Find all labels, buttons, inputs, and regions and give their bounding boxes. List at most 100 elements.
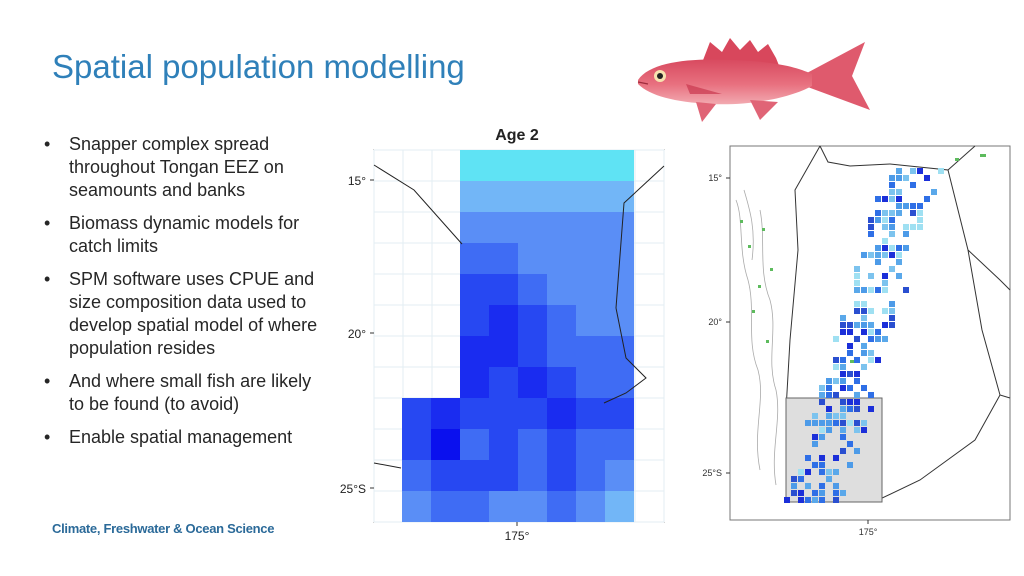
- catch-cell: [868, 308, 874, 314]
- catch-cell: [819, 399, 825, 405]
- catch-cell: [833, 420, 839, 426]
- catch-cell: [896, 210, 902, 216]
- catch-cell: [854, 427, 860, 433]
- catch-cell: [812, 497, 818, 503]
- slide-title: Spatial population modelling: [52, 48, 465, 85]
- catch-cell: [896, 168, 902, 174]
- catch-cell: [889, 175, 895, 181]
- catch-cell: [875, 287, 881, 293]
- y-tick-label: 15°: [708, 173, 722, 183]
- catch-cell: [868, 287, 874, 293]
- grid-cell: [460, 336, 489, 367]
- catch-cell: [791, 483, 797, 489]
- catch-cell: [819, 462, 825, 468]
- grid-cell: [402, 491, 431, 522]
- catch-cell: [861, 287, 867, 293]
- catch-cells: [784, 168, 944, 503]
- catch-cell: [826, 427, 832, 433]
- grid-cell: [518, 398, 547, 429]
- grid-cell: [460, 181, 489, 212]
- catch-cell: [833, 490, 839, 496]
- catch-cell: [910, 224, 916, 230]
- catch-cell: [875, 259, 881, 265]
- catch-cell: [826, 469, 832, 475]
- grid-cell: [489, 367, 518, 398]
- catch-cell: [819, 483, 825, 489]
- catch-cell: [896, 252, 902, 258]
- y-tick-label: 25°S: [340, 482, 366, 496]
- bullet-list: Snapper complex spread throughout Tongan…: [44, 133, 319, 459]
- grid-cell: [518, 367, 547, 398]
- catch-cell: [938, 168, 944, 174]
- catch-cell: [819, 427, 825, 433]
- catch-cell: [847, 322, 853, 328]
- catch-cell: [868, 322, 874, 328]
- grid-cell: [431, 429, 460, 460]
- grid-cell: [605, 150, 634, 181]
- catch-cell: [819, 420, 825, 426]
- catch-cell: [903, 245, 909, 251]
- catch-cell: [854, 406, 860, 412]
- y-tick-label: 20°: [348, 327, 366, 341]
- catch-cell: [889, 245, 895, 251]
- grid-cell: [605, 181, 634, 212]
- catch-cell: [861, 315, 867, 321]
- catch-cell: [840, 427, 846, 433]
- catch-cell: [868, 392, 874, 398]
- catch-cell: [868, 273, 874, 279]
- catch-cell: [889, 182, 895, 188]
- grid-cell: [547, 305, 576, 336]
- catch-cell: [861, 364, 867, 370]
- catch-cell: [868, 224, 874, 230]
- catch-cell: [854, 301, 860, 307]
- catch-cell: [917, 168, 923, 174]
- catch-cell: [805, 483, 811, 489]
- catch-cell: [805, 469, 811, 475]
- catch-cell: [875, 357, 881, 363]
- catch-cell: [882, 273, 888, 279]
- catch-cell: [812, 490, 818, 496]
- catch-cell: [896, 189, 902, 195]
- grid-cell: [605, 460, 634, 491]
- catch-cell: [896, 196, 902, 202]
- grid-cell: [460, 367, 489, 398]
- x-tick-label: 175°: [859, 527, 878, 537]
- catch-cell: [875, 210, 881, 216]
- catch-cell: [847, 371, 853, 377]
- catch-cell: [910, 182, 916, 188]
- grid-cell: [460, 150, 489, 181]
- catch-distribution-map: 15° 20° 25°S 175°: [702, 145, 1011, 537]
- catch-cell: [826, 420, 832, 426]
- grid-cell: [605, 305, 634, 336]
- catch-cell: [840, 385, 846, 391]
- grid-cell: [547, 429, 576, 460]
- catch-cell: [889, 315, 895, 321]
- bullet-item: And where small fish are likely to be fo…: [44, 370, 319, 416]
- catch-cell: [861, 301, 867, 307]
- catch-cell: [868, 406, 874, 412]
- catch-cell: [854, 336, 860, 342]
- catch-cell: [847, 406, 853, 412]
- catch-cell: [917, 224, 923, 230]
- bullet-item: SPM software uses CPUE and size composit…: [44, 268, 319, 360]
- footer-label: Climate, Freshwater & Ocean Science: [52, 521, 275, 536]
- catch-cell: [840, 448, 846, 454]
- catch-cell: [854, 378, 860, 384]
- catch-cell: [917, 217, 923, 223]
- map-title: Age 2: [495, 127, 539, 144]
- catch-cell: [868, 217, 874, 223]
- catch-cell: [840, 378, 846, 384]
- grid-cell: [518, 212, 547, 243]
- catch-cell: [854, 392, 860, 398]
- catch-cell: [840, 364, 846, 370]
- catch-cell: [819, 490, 825, 496]
- catch-cell: [798, 497, 804, 503]
- catch-cell: [826, 392, 832, 398]
- grid-cell: [431, 460, 460, 491]
- grid-cell: [489, 274, 518, 305]
- grid-cell: [460, 398, 489, 429]
- catch-cell: [854, 273, 860, 279]
- catch-cell: [826, 406, 832, 412]
- catch-cell: [847, 462, 853, 468]
- catch-cell: [826, 378, 832, 384]
